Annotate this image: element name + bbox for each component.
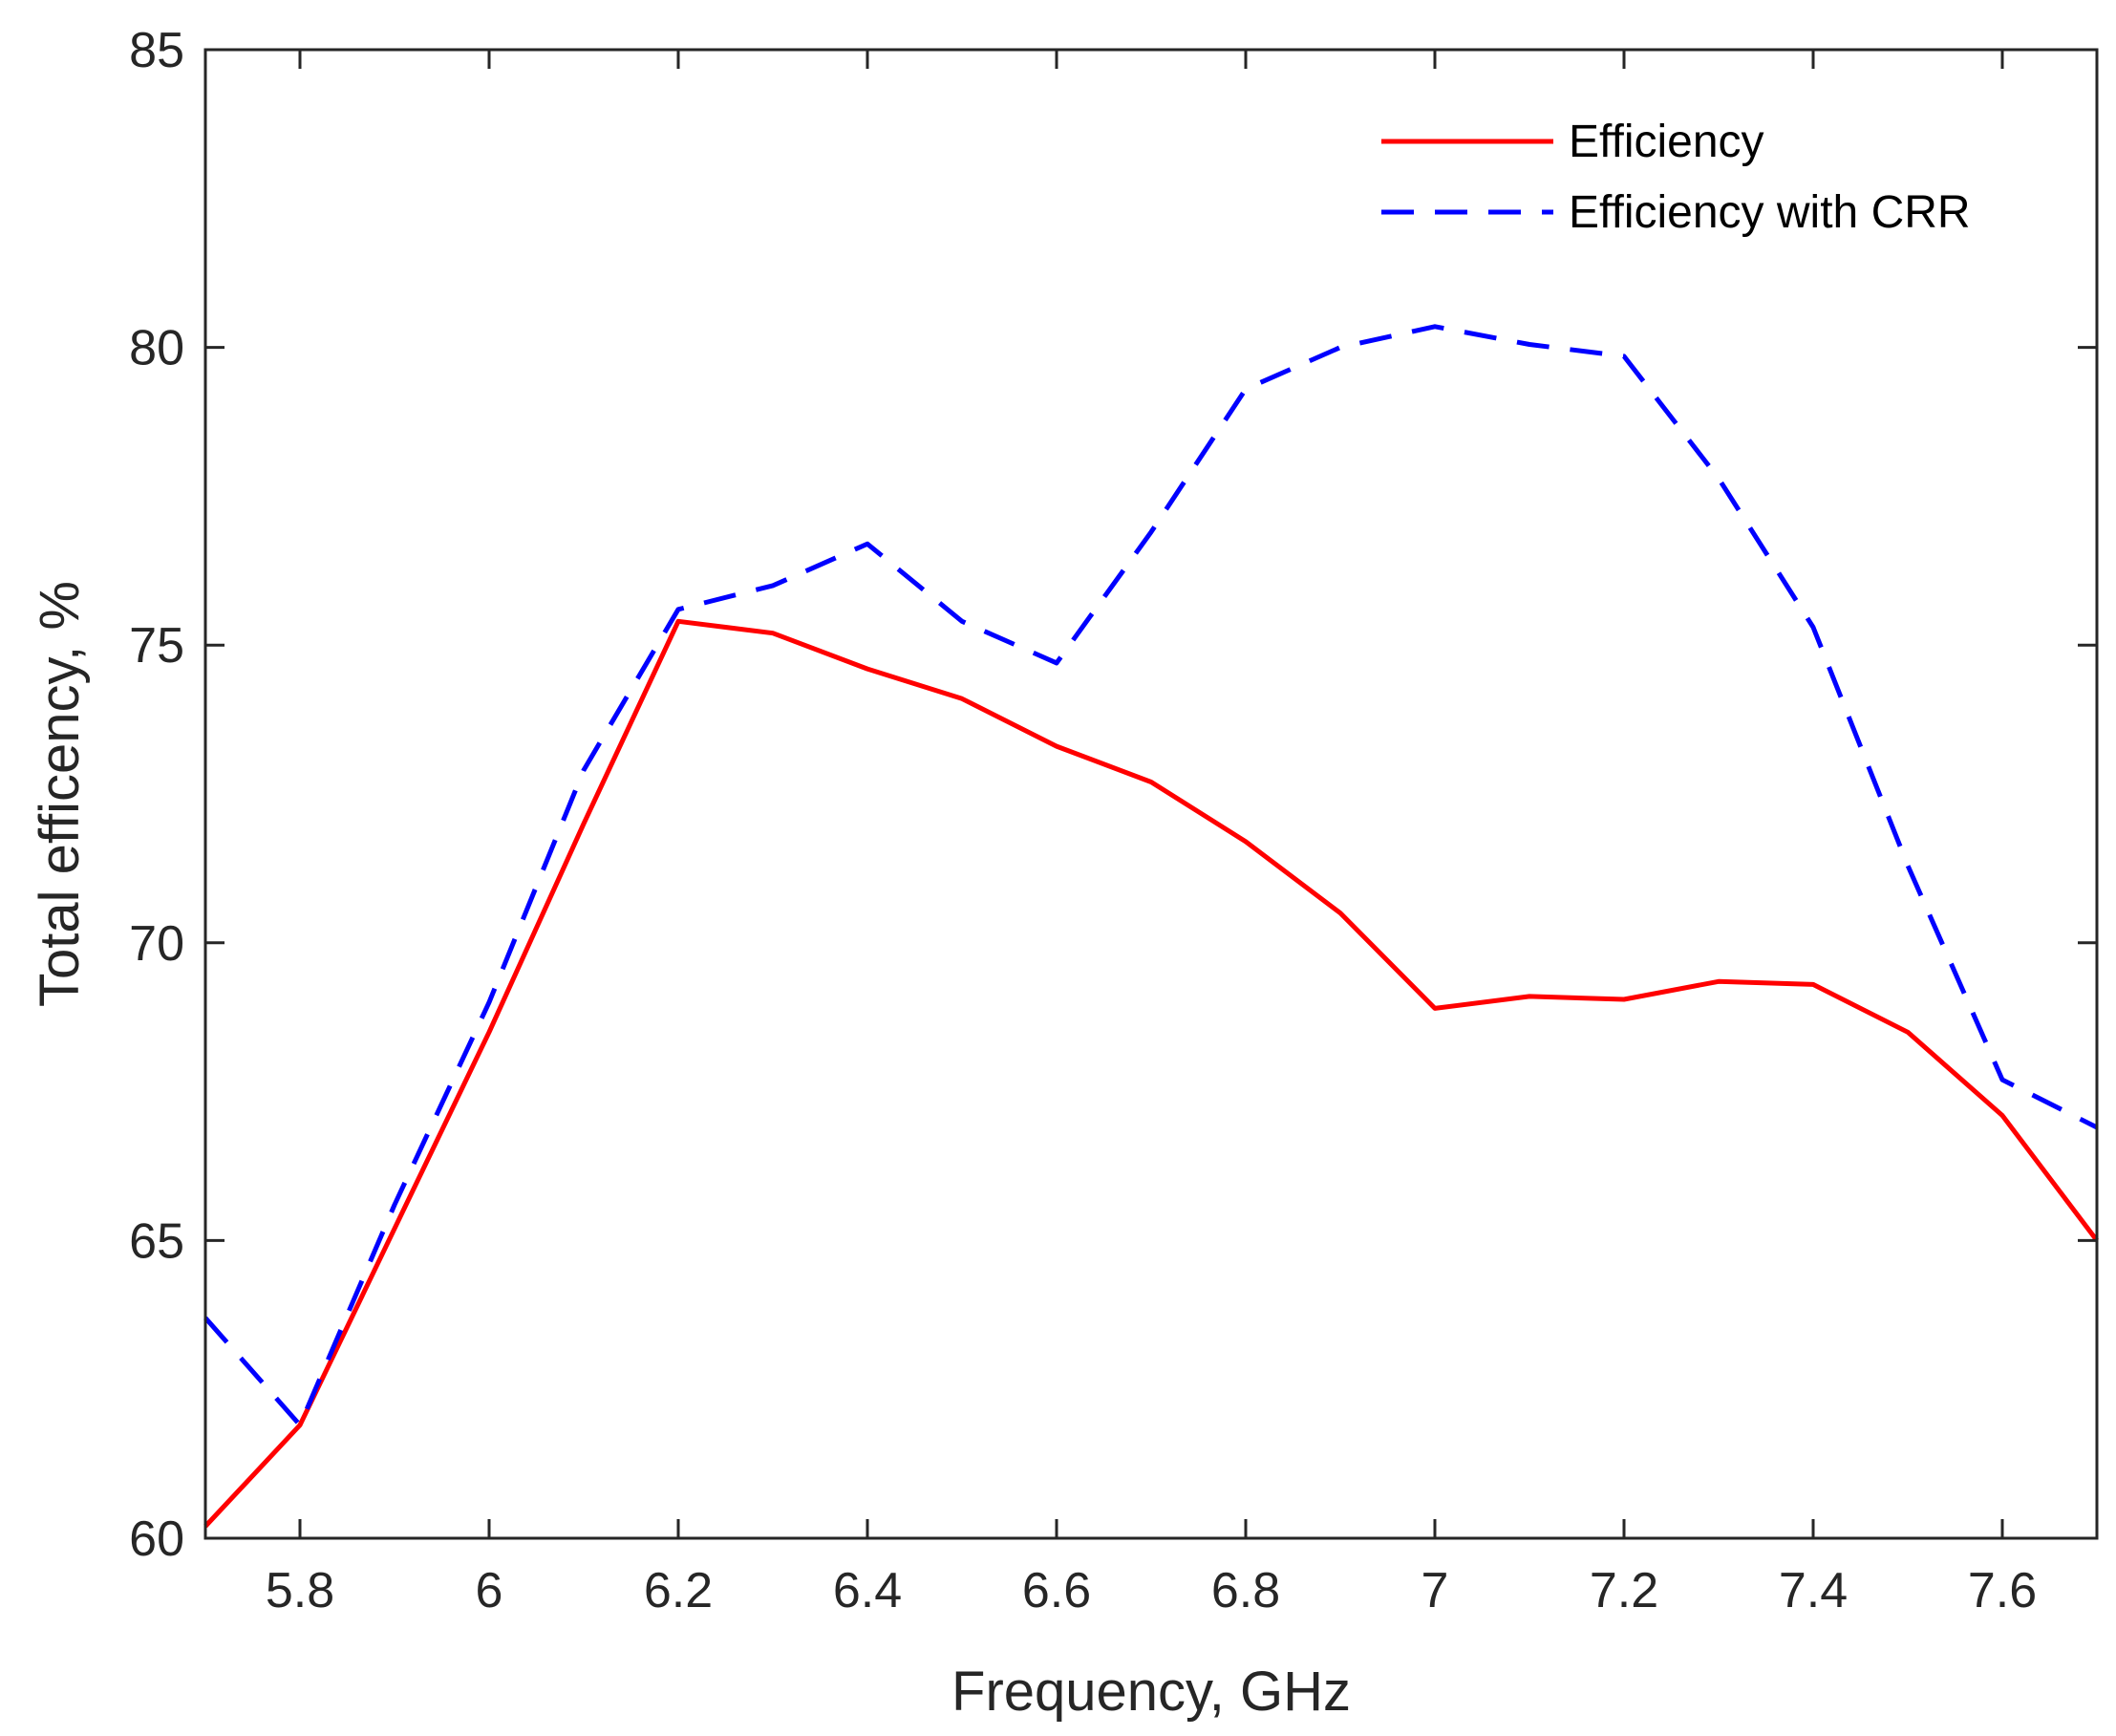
x-axis-ticks: 5.8 6 6.2 6.4 6.6 6.8 7 7.2 7.4 7.6 bbox=[266, 50, 2037, 1618]
x-tick-label: 6.4 bbox=[833, 1563, 902, 1618]
x-tick-label: 5.8 bbox=[266, 1563, 334, 1618]
y-axis-label: Total efficency, % bbox=[29, 581, 91, 1007]
x-tick-label: 6.6 bbox=[1022, 1563, 1091, 1618]
legend-label-efficiency-with-crr: Efficiency with CRR bbox=[1569, 187, 1971, 238]
y-tick-label: 65 bbox=[129, 1213, 184, 1269]
y-tick-label: 80 bbox=[129, 321, 184, 376]
series-line-efficiency bbox=[203, 618, 2099, 1529]
x-tick-label: 6.8 bbox=[1211, 1563, 1280, 1618]
x-tick-label: 7.2 bbox=[1590, 1563, 1658, 1618]
x-tick-label: 6.2 bbox=[644, 1563, 713, 1618]
x-tick-label: 6 bbox=[476, 1563, 503, 1618]
series-layer bbox=[203, 324, 2099, 1529]
plot-frame bbox=[203, 48, 2099, 1540]
x-tick-label: 7 bbox=[1421, 1563, 1449, 1618]
plot-background bbox=[205, 50, 2097, 1538]
y-tick-label: 70 bbox=[129, 916, 184, 972]
y-tick-label: 60 bbox=[129, 1511, 184, 1567]
x-tick-label: 7.4 bbox=[1779, 1563, 1848, 1618]
y-tick-label: 75 bbox=[129, 618, 184, 674]
x-axis-label: Frequency, GHz bbox=[951, 1661, 1351, 1723]
legend: Efficiency Efficiency with CRR bbox=[1381, 117, 1971, 238]
plot-area: 5.8 6 6.2 6.4 6.6 6.8 7 7.2 7.4 7.6 60 65 70 75 80 85 bbox=[129, 23, 2099, 1618]
series-line-efficiency-with-crr bbox=[203, 324, 2099, 1428]
x-tick-label: 7.6 bbox=[1968, 1563, 2037, 1618]
y-axis-ticks: 60 65 70 75 80 85 bbox=[129, 23, 2097, 1567]
y-tick-label: 85 bbox=[129, 23, 184, 78]
legend-label-efficiency: Efficiency bbox=[1569, 117, 1764, 167]
